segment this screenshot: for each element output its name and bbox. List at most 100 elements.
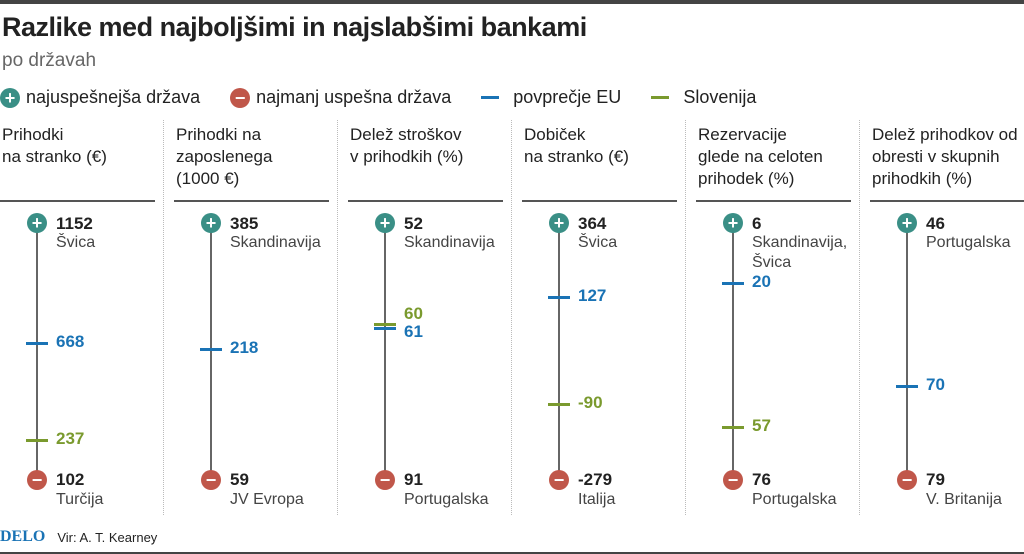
eu-value: 61 xyxy=(404,322,423,341)
column-separator xyxy=(685,120,686,515)
eu-value: 127 xyxy=(578,286,607,305)
worst-value: 76 xyxy=(752,470,771,489)
column-title: Rezervacije glede na celoten prihodek (%) xyxy=(698,125,823,188)
column-title: Delež stroškov v prihodkih (%) xyxy=(350,125,464,166)
header-rule xyxy=(0,200,155,202)
legend-slo: Slovenija xyxy=(683,87,757,107)
column-title: Prihodki na zaposlenega (1000 €) xyxy=(176,125,273,188)
eu-tick xyxy=(722,282,744,285)
column-title: Dobiček na stranko (€) xyxy=(524,125,629,166)
legend-worst: najmanj uspešna država xyxy=(256,87,452,107)
eu-value: 20 xyxy=(752,272,771,291)
best-country: Švica xyxy=(56,234,96,251)
minus-circle-icon: − xyxy=(375,470,395,490)
delo-logo: DELO xyxy=(0,528,46,545)
header-rule xyxy=(696,200,851,202)
chart-subtitle: po državah xyxy=(2,50,97,71)
slo-dash-icon xyxy=(651,96,670,99)
chart-column: Prihodki na zaposlenega (1000 €) + 385 Sk… xyxy=(174,120,348,520)
chart-column: Dobiček na stranko (€) + 364 Švica − -279… xyxy=(522,120,696,520)
best-country: Skandinavija, Švica xyxy=(752,234,848,271)
plus-circle-icon: + xyxy=(201,213,221,233)
range-axis xyxy=(36,223,38,480)
slo-value: -90 xyxy=(578,393,603,412)
worst-country: JV Evropa xyxy=(230,491,304,508)
chart-title: Razlike med najboljšimi in najslabšimi b… xyxy=(2,12,587,42)
column-separator xyxy=(163,120,164,515)
slo-value: 60 xyxy=(404,304,423,323)
chart-column: Delež prihodkov od obresti v skupnih priho… xyxy=(870,120,1024,520)
minus-circle-icon: − xyxy=(549,470,569,490)
bottom-border xyxy=(0,552,1024,554)
plus-circle-icon: + xyxy=(723,213,743,233)
eu-tick xyxy=(548,296,570,299)
best-value: 385 xyxy=(230,214,259,233)
minus-circle-icon: − xyxy=(201,470,221,490)
plus-circle-icon: + xyxy=(27,213,47,233)
worst-value: 91 xyxy=(404,470,423,489)
minus-circle-icon: − xyxy=(897,470,917,490)
worst-value: -279 xyxy=(578,470,613,489)
minus-circle-icon: − xyxy=(723,470,743,490)
column-separator xyxy=(859,120,860,515)
best-country: Skandinavija xyxy=(404,234,495,251)
header-rule xyxy=(522,200,677,202)
eu-tick xyxy=(374,327,396,330)
worst-country: Portugalska xyxy=(752,491,837,508)
worst-value: 102 xyxy=(56,470,85,489)
best-country: Skandinavija xyxy=(230,234,321,251)
source: Vir: A. T. Kearney xyxy=(57,529,158,545)
worst-country: Turčija xyxy=(56,491,104,508)
eu-value: 70 xyxy=(926,375,945,394)
top-border xyxy=(0,0,1024,4)
best-value: 364 xyxy=(578,214,607,233)
range-axis xyxy=(558,223,560,480)
slo-tick xyxy=(26,439,48,442)
range-axis xyxy=(384,223,386,480)
best-country: Portugalska xyxy=(926,234,1011,251)
legend: + najuspešnejša država − najmanj uspešna d… xyxy=(0,87,786,108)
worst-country: Portugalska xyxy=(404,491,489,508)
worst-value: 59 xyxy=(230,470,249,489)
plus-circle-icon: + xyxy=(897,213,917,233)
worst-value: 79 xyxy=(926,470,945,489)
slo-tick xyxy=(374,323,396,326)
slo-tick xyxy=(722,426,744,429)
eu-tick xyxy=(200,348,222,351)
eu-tick xyxy=(26,342,48,345)
legend-best: najuspešnejša država xyxy=(26,87,201,107)
plus-circle-icon: + xyxy=(549,213,569,233)
header-rule xyxy=(174,200,329,202)
best-value: 52 xyxy=(404,214,423,233)
range-axis xyxy=(210,223,212,480)
minus-circle-icon: − xyxy=(27,470,47,490)
header-rule xyxy=(870,200,1024,202)
slo-tick xyxy=(548,403,570,406)
best-value: 46 xyxy=(926,214,945,233)
best-value: 1152 xyxy=(56,214,93,233)
column-title: Prihodki na stranko (€) xyxy=(2,125,107,166)
footer: DELO Vir: A. T. Kearney xyxy=(0,528,157,546)
slo-value: 237 xyxy=(56,429,85,448)
plus-circle-icon: + xyxy=(0,87,20,108)
chart-column: Rezervacije glede na celoten prihodek (%) … xyxy=(696,120,870,520)
range-axis xyxy=(732,223,734,480)
worst-country: V. Britanija xyxy=(926,491,1002,508)
legend-eu: povprečje EU xyxy=(513,87,622,107)
worst-country: Italija xyxy=(578,491,616,508)
column-separator xyxy=(511,120,512,515)
best-country: Švica xyxy=(578,234,618,251)
chart-column: Prihodki na stranko (€) + 1152 Švica − 10… xyxy=(0,120,174,520)
eu-value: 668 xyxy=(56,332,85,351)
range-axis xyxy=(906,223,908,480)
column-separator xyxy=(337,120,338,515)
column-title: Delež prihodkov od obresti v skupnih priho… xyxy=(872,125,1018,188)
chart-column: Delež stroškov v prihodkih (%) + 52 Skand… xyxy=(348,120,522,520)
slo-value: 57 xyxy=(752,416,771,435)
header-rule xyxy=(348,200,503,202)
minus-circle-icon: − xyxy=(230,87,251,108)
eu-tick xyxy=(896,385,918,388)
eu-dash-icon xyxy=(481,96,500,99)
plus-circle-icon: + xyxy=(375,213,395,233)
eu-value: 218 xyxy=(230,338,259,357)
